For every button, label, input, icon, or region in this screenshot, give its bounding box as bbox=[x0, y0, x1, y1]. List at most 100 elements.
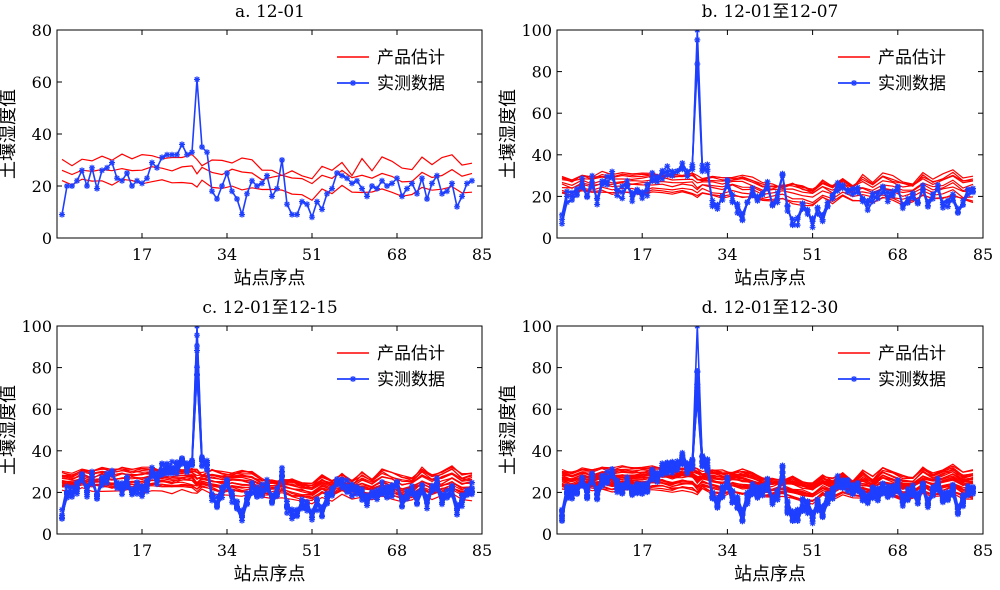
measured-point bbox=[229, 188, 235, 195]
measured-point bbox=[714, 205, 721, 212]
legend-measured-marker bbox=[350, 80, 356, 86]
measured-point bbox=[264, 482, 270, 489]
measured-point bbox=[69, 484, 75, 491]
measured-point bbox=[719, 493, 726, 500]
measured-point bbox=[444, 493, 450, 500]
panel-title: b. 12-01至12-07 bbox=[702, 2, 839, 22]
measured-point bbox=[284, 504, 290, 511]
measured-point bbox=[69, 183, 75, 189]
measured-point bbox=[349, 492, 355, 499]
measured-point bbox=[389, 485, 395, 492]
measured-point bbox=[799, 496, 806, 503]
measured-point bbox=[64, 183, 70, 189]
measured-point bbox=[404, 487, 410, 494]
measured-point bbox=[689, 464, 696, 471]
measured-point bbox=[379, 479, 385, 485]
measured-point bbox=[344, 175, 350, 182]
measured-point bbox=[884, 198, 891, 205]
measured-point bbox=[164, 151, 170, 158]
y-tick-label: 40 bbox=[32, 442, 52, 461]
measured-point bbox=[564, 193, 570, 200]
measured-point bbox=[354, 485, 360, 492]
measured-point bbox=[744, 498, 751, 505]
measured-point bbox=[834, 179, 841, 186]
measured-point bbox=[309, 510, 315, 517]
measured-point bbox=[839, 477, 846, 484]
measured-point bbox=[194, 76, 200, 83]
measured-point bbox=[889, 486, 896, 493]
measured-point bbox=[144, 480, 150, 487]
measured-point bbox=[829, 489, 836, 496]
measured-point bbox=[779, 469, 786, 476]
measured-point bbox=[199, 463, 205, 470]
measured-point bbox=[604, 173, 611, 180]
measured-point bbox=[419, 481, 425, 488]
measured-point bbox=[614, 477, 621, 484]
measured-point bbox=[869, 487, 876, 494]
product-line bbox=[561, 176, 974, 194]
measured-point bbox=[84, 483, 90, 490]
measured-point bbox=[614, 187, 621, 194]
measured-point bbox=[589, 475, 596, 482]
measured-point bbox=[960, 502, 966, 509]
measured-point bbox=[124, 480, 130, 487]
measured-point bbox=[374, 491, 380, 498]
measured-point bbox=[369, 492, 375, 499]
plot-area bbox=[59, 326, 475, 524]
measured-point bbox=[284, 201, 290, 208]
measured-point bbox=[209, 188, 215, 195]
measured-point bbox=[464, 180, 470, 187]
measured-line bbox=[561, 371, 974, 524]
measured-point bbox=[864, 498, 871, 505]
measured-point bbox=[304, 498, 310, 505]
measured-point bbox=[74, 480, 80, 487]
measured-point bbox=[729, 199, 736, 206]
y-tick-label: 20 bbox=[532, 483, 552, 502]
measured-point bbox=[749, 487, 756, 494]
measured-point bbox=[709, 203, 716, 210]
measured-point bbox=[704, 161, 711, 168]
measured-point bbox=[299, 504, 305, 511]
measured-point bbox=[834, 187, 841, 194]
measured-point bbox=[749, 481, 756, 487]
measured-point bbox=[464, 487, 470, 494]
measured-point bbox=[899, 499, 906, 506]
measured-point bbox=[214, 504, 220, 511]
measured-point bbox=[960, 202, 966, 208]
measured-point bbox=[759, 482, 766, 489]
measured-line bbox=[561, 392, 974, 522]
measured-point bbox=[879, 189, 886, 196]
panel-4: d. 12-01至12-30 0 20 40 60 80 100 17 34 51 68 85 站点序点… bbox=[498, 298, 993, 585]
measured-point bbox=[224, 476, 230, 483]
measured-point bbox=[824, 203, 831, 210]
measured-point bbox=[79, 167, 85, 174]
measured-point bbox=[814, 497, 821, 504]
measured-point bbox=[965, 490, 971, 497]
measured-point bbox=[809, 510, 816, 517]
measured-point bbox=[579, 184, 586, 191]
measured-point bbox=[349, 180, 355, 187]
measured-point bbox=[934, 181, 941, 188]
measured-point bbox=[889, 490, 896, 497]
y-tick-label: 60 bbox=[32, 73, 52, 92]
measured-point bbox=[624, 177, 631, 184]
measured-line bbox=[561, 400, 974, 521]
measured-point bbox=[754, 193, 761, 200]
measured-point bbox=[414, 501, 420, 508]
measured-point bbox=[594, 485, 601, 492]
measured-point bbox=[154, 477, 160, 484]
measured-point bbox=[804, 211, 811, 218]
measured-point bbox=[249, 177, 255, 184]
x-tick-label: 17 bbox=[132, 245, 152, 264]
x-tick-label: 68 bbox=[387, 245, 407, 264]
measured-point bbox=[739, 517, 746, 524]
measured-point bbox=[769, 496, 776, 503]
measured-point bbox=[919, 182, 926, 189]
measured-point bbox=[709, 493, 716, 500]
measured-point bbox=[960, 492, 966, 498]
y-tick-label: 40 bbox=[532, 146, 552, 165]
x-tick-label: 17 bbox=[632, 245, 652, 264]
measured-point bbox=[954, 205, 961, 212]
measured-point bbox=[899, 503, 906, 509]
measured-point bbox=[359, 491, 365, 498]
